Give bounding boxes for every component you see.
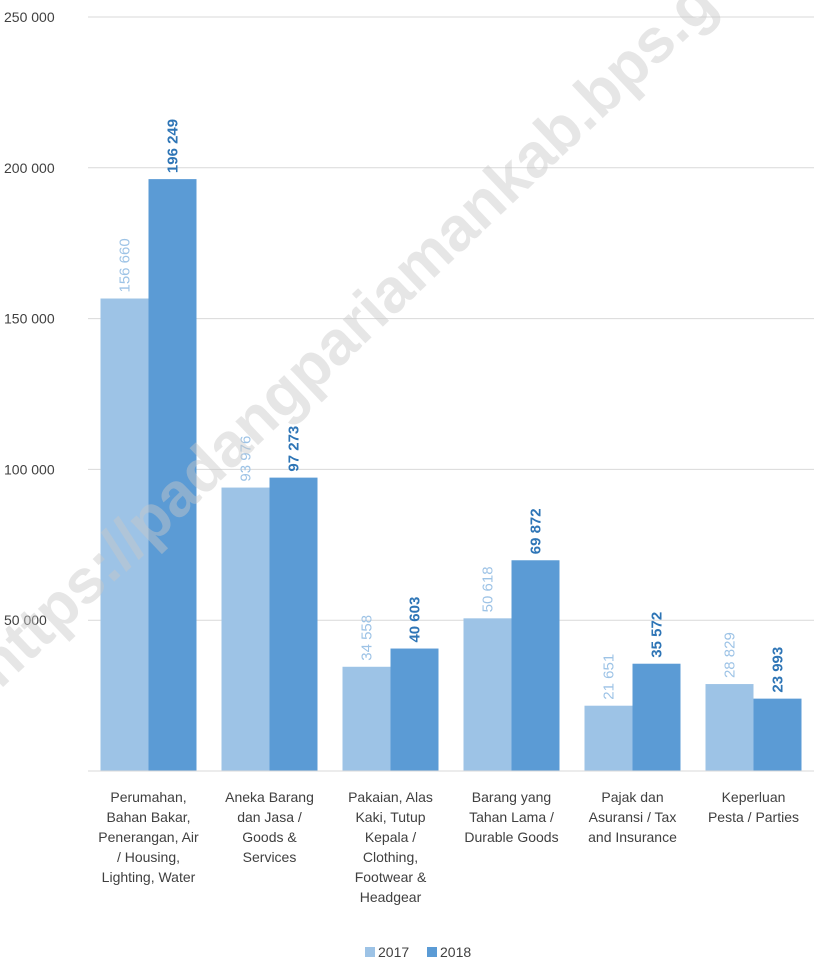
data-label: 34 558 (359, 615, 376, 661)
y-tick-label: 100 000 (4, 461, 55, 477)
category-label-line: Clothing, (363, 849, 418, 865)
legend: 2017 2018 (365, 944, 471, 960)
category-label-line: Aneka Barang (225, 789, 314, 805)
y-axis-tick-labels: 50 000 100 000 150 000 200 000 250 000 (4, 9, 55, 628)
category-label-line: Kaki, Tutup (355, 809, 425, 825)
category-label-line: Lighting, Water (102, 869, 196, 885)
bar-2017 (584, 705, 633, 771)
data-label: 69 872 (528, 508, 545, 554)
bar-2017 (463, 618, 512, 771)
category-label: Aneka Barang dan Jasa / Goods & Services (225, 789, 314, 865)
bar-2018 (511, 560, 560, 771)
legend-swatch-2017 (365, 947, 375, 957)
category-label-line: Pakaian, Alas (348, 789, 433, 805)
bar-2017 (705, 684, 754, 771)
category-label-line: Goods & (242, 829, 297, 845)
category-label: Pakaian, Alas Kaki, Tutup Kepala / Clothing… (348, 789, 433, 905)
category-label-line: Asuransi / Tax (589, 809, 677, 825)
data-label: 50 618 (480, 566, 497, 612)
data-labels: 156 660 93 976 34 558 50 618 21 651 28 829 196… (117, 119, 787, 700)
data-label: 196 249 (165, 119, 182, 173)
category-label-line: and Insurance (588, 829, 677, 845)
bars (100, 179, 802, 771)
bar-2018 (269, 477, 318, 771)
category-label-line: Pesta / Parties (708, 809, 799, 825)
data-label: 23 993 (770, 647, 787, 693)
data-label: 156 660 (117, 238, 134, 292)
data-label: 35 572 (649, 612, 666, 658)
category-label-line: Footwear & (355, 869, 427, 885)
category-label-line: Services (243, 849, 297, 865)
category-label-line: Durable Goods (464, 829, 558, 845)
x-axis-category-labels: Perumahan, Bahan Bakar, Penerangan, Air / H… (98, 789, 799, 905)
category-label-line: dan Jasa / (237, 809, 302, 825)
y-tick-label: 200 000 (4, 160, 55, 176)
data-label: 93 976 (238, 436, 255, 482)
bar-2018 (632, 663, 681, 771)
category-label: Pajak dan Asuransi / Tax and Insurance (588, 789, 677, 845)
data-label: 97 273 (286, 426, 303, 472)
category-label: Perumahan, Bahan Bakar, Penerangan, Air / H… (98, 789, 199, 885)
category-label-line: Kepala / (365, 829, 416, 845)
category-label-line: / Housing, (117, 849, 180, 865)
category-label: Keperluan Pesta / Parties (708, 789, 799, 825)
category-label-line: Headgear (360, 889, 422, 905)
category-label-line: Keperluan (722, 789, 786, 805)
bar-2018 (390, 648, 439, 771)
y-tick-label: 50 000 (4, 612, 47, 628)
legend-label: 2017 (378, 944, 409, 960)
bar-2017 (221, 487, 270, 771)
category-label-line: Tahan Lama / (469, 809, 554, 825)
legend-label: 2018 (440, 944, 471, 960)
bar-2017 (342, 666, 391, 771)
category-label-line: Perumahan, (110, 789, 186, 805)
y-tick-label: 150 000 (4, 311, 55, 327)
data-label: 28 829 (722, 632, 739, 678)
data-label: 40 603 (407, 597, 424, 643)
bar-2018 (753, 698, 802, 771)
category-label-line: Barang yang (472, 789, 551, 805)
legend-swatch-2018 (427, 947, 437, 957)
bar-2018 (148, 179, 197, 771)
bar-2017 (100, 298, 149, 771)
category-label: Barang yang Tahan Lama / Durable Goods (464, 789, 558, 845)
category-label-line: Bahan Bakar, (106, 809, 190, 825)
gridlines (88, 16, 814, 621)
y-tick-label: 250 000 (4, 9, 55, 25)
category-label-line: Penerangan, Air (98, 829, 199, 845)
category-label-line: Pajak dan (601, 789, 663, 805)
data-label: 21 651 (601, 654, 618, 700)
